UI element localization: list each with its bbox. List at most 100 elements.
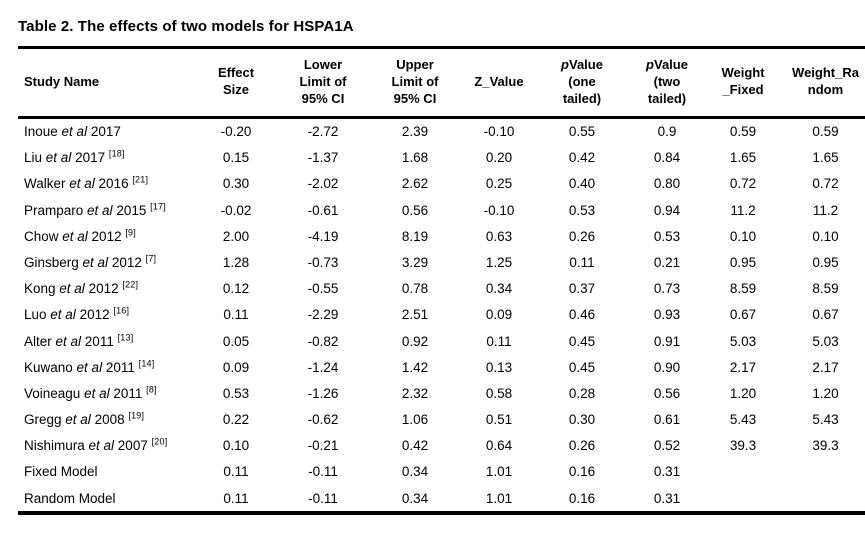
- value-cell: 0.45: [568, 333, 596, 349]
- value-cell: 0.53: [222, 385, 250, 401]
- value-cell: 0.15: [222, 150, 250, 166]
- value-cell: 0.11: [569, 254, 595, 270]
- value-cell: 1.68: [401, 150, 429, 166]
- value-cell: 0.95: [729, 254, 757, 270]
- results-table: Study Name Effect Size Lower Limit of 95% …: [18, 46, 865, 516]
- value-cell: 2.17: [729, 359, 757, 375]
- value-cell: -1.24: [307, 359, 339, 375]
- column-header-p_value_two: pValue (two tailed): [646, 57, 688, 106]
- value-cell: 0.80: [653, 176, 681, 192]
- et-al-italic: et al: [65, 412, 91, 428]
- value-cell: -0.10: [483, 202, 515, 218]
- table-row: Chow et al 2012 [9] 2.00 -4.19 8.19 0.63 0.26…: [18, 223, 865, 249]
- et-al-italic: et al: [87, 202, 113, 218]
- column-header-weight_random: Weight_Ra ndom: [792, 65, 859, 98]
- column-header-p_value_one: pValue (one tailed): [561, 57, 603, 106]
- value-cell: 0.55: [568, 124, 596, 140]
- et-al-italic: et al: [84, 385, 110, 401]
- study-name-cell: Pramparo et al 2015 [17]: [24, 201, 166, 218]
- et-al-italic: et al: [88, 438, 115, 454]
- value-cell: 0.72: [729, 176, 757, 192]
- table-row: Gregg et al 2008 [19] 0.22 -0.62 1.06 0.51 0.…: [18, 407, 865, 433]
- reference-superscript: [16]: [113, 305, 130, 316]
- value-cell: 0.34: [401, 490, 429, 506]
- value-cell: 11.2: [730, 202, 756, 218]
- value-cell: 0.25: [485, 176, 513, 192]
- value-cell: -4.19: [307, 228, 339, 244]
- study-name-cell: Walker et al 2016 [21]: [24, 174, 149, 192]
- et-al-italic: et al: [82, 254, 109, 270]
- study-name-cell: Ginsberg et al 2012 [7]: [24, 253, 157, 270]
- value-cell: 5.43: [812, 412, 839, 428]
- value-cell: -1.26: [307, 385, 339, 401]
- study-name-cell: Inoue et al 2017: [24, 124, 121, 140]
- value-cell: 0.59: [812, 124, 839, 140]
- value-cell: 0.95: [812, 254, 839, 270]
- value-cell: 0.20: [485, 150, 513, 166]
- value-cell: 0.72: [812, 176, 839, 192]
- table-header: Study Name Effect Size Lower Limit of 95% …: [18, 48, 865, 118]
- value-cell: 0.11: [223, 490, 249, 506]
- value-cell: 0.28: [568, 385, 596, 401]
- et-al-italic: et al: [50, 307, 76, 323]
- value-cell: 0.16: [568, 464, 596, 480]
- value-cell: -0.82: [307, 333, 339, 349]
- table-row: Inoue et al 2017 -0.20 -2.72 2.39 -0.10 0.55 0…: [18, 117, 865, 145]
- value-cell: 0.64: [485, 438, 513, 454]
- reference-superscript: [13]: [117, 332, 134, 343]
- value-cell: 0.11: [486, 333, 512, 349]
- value-cell: 0.37: [568, 281, 596, 297]
- value-cell: 39.3: [729, 438, 757, 454]
- value-cell: 0.26: [568, 228, 596, 244]
- study-name-cell: Fixed Model: [24, 464, 98, 480]
- value-cell: 0.91: [653, 333, 681, 349]
- value-cell: 0.42: [401, 438, 429, 454]
- value-cell: 1.01: [485, 490, 513, 506]
- value-cell: [779, 485, 865, 513]
- table-row: Liu et al 2017 [18] 0.15 -1.37 1.68 0.20 0.42…: [18, 145, 865, 171]
- reference-superscript: [22]: [122, 279, 139, 290]
- table-row: Nishimura et al 2007 [20] 0.10 -0.21 0.42 0.…: [18, 433, 865, 459]
- value-cell: 1.01: [485, 464, 513, 480]
- value-cell: 1.20: [729, 385, 757, 401]
- value-cell: 5.43: [729, 412, 757, 428]
- reference-superscript: [14]: [138, 358, 155, 369]
- value-cell: 0.22: [222, 412, 250, 428]
- study-name-cell: Liu et al 2017 [18]: [24, 148, 125, 166]
- table-row: Ginsberg et al 2012 [7] 1.28 -0.73 3.29 1.25…: [18, 250, 865, 276]
- value-cell: 0.10: [812, 228, 839, 244]
- value-cell: 0.67: [812, 307, 839, 323]
- table-row: Voineagu et al 2011 [8] 0.53 -1.26 2.32 0.58…: [18, 381, 865, 407]
- value-cell: 0.45: [568, 359, 596, 375]
- value-cell: 0.78: [401, 281, 429, 297]
- value-cell: 0.84: [653, 150, 681, 166]
- value-cell: 0.90: [653, 359, 681, 375]
- value-cell: -0.55: [307, 281, 339, 297]
- value-cell: 1.06: [401, 412, 429, 428]
- study-name-cell: Alter et al 2011 [13]: [24, 332, 134, 349]
- value-cell: 1.65: [812, 150, 839, 166]
- value-cell: 0.73: [653, 281, 681, 297]
- table-row: Pramparo et al 2015 [17] -0.02 -0.61 0.56 -0…: [18, 197, 865, 223]
- value-cell: 1.42: [401, 359, 429, 375]
- table-row: Walker et al 2016 [21] 0.30 -2.02 2.62 0.25 0…: [18, 171, 865, 197]
- value-cell: [779, 459, 865, 485]
- reference-superscript: [18]: [108, 148, 125, 159]
- value-cell: 0.26: [568, 438, 596, 454]
- value-cell: 0.10: [222, 438, 250, 454]
- value-cell: -0.20: [220, 124, 252, 140]
- value-cell: -0.62: [307, 412, 339, 428]
- reference-superscript: [20]: [151, 436, 168, 447]
- value-cell: 0.40: [568, 176, 596, 192]
- column-header-lower_limit: Lower Limit of 95% CI: [299, 57, 347, 106]
- column-header-study_name: Study Name: [24, 73, 100, 89]
- value-cell: 2.32: [401, 385, 429, 401]
- column-header-z_value: Z_Value: [474, 73, 524, 89]
- value-cell: 5.03: [729, 333, 757, 349]
- value-cell: 5.03: [812, 333, 839, 349]
- reference-superscript: [7]: [145, 253, 157, 264]
- study-name-cell: Kong et al 2012 [22]: [24, 279, 139, 297]
- study-name-cell: Nishimura et al 2007 [20]: [24, 436, 168, 454]
- et-al-italic: et al: [62, 228, 88, 244]
- study-name-cell: Chow et al 2012 [9]: [24, 227, 136, 244]
